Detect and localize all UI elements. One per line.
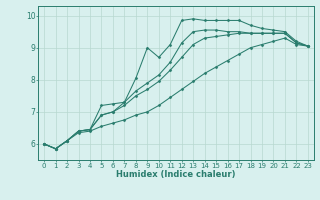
X-axis label: Humidex (Indice chaleur): Humidex (Indice chaleur) [116,170,236,179]
